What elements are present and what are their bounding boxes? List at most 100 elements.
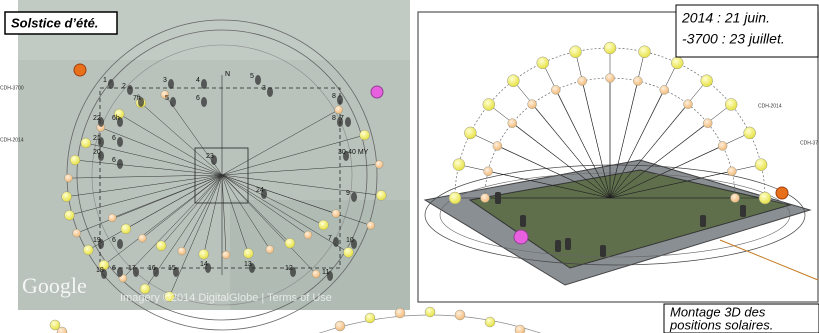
stone	[555, 240, 561, 252]
stone-label: 8	[332, 93, 336, 100]
stone-label: 16	[148, 265, 156, 272]
sun-position	[743, 126, 756, 140]
stone	[333, 237, 339, 247]
sun-position	[343, 247, 354, 258]
sun-position	[424, 306, 436, 318]
stone-label: 6	[112, 135, 116, 142]
stone-label: 10	[346, 237, 354, 244]
sun-position	[69, 154, 81, 166]
stone-label: 2	[122, 83, 126, 90]
north-label: N	[225, 71, 230, 78]
sun-position	[577, 76, 587, 86]
sun-position	[452, 158, 466, 171]
stone-label: 8	[332, 115, 336, 122]
sight-line	[221, 174, 371, 226]
orbit	[439, 172, 791, 258]
sun-position	[56, 326, 68, 333]
stone-label: 1	[103, 77, 107, 84]
sun-position	[82, 244, 94, 256]
stone	[520, 215, 526, 227]
stone	[127, 85, 133, 95]
ring	[76, 29, 368, 321]
stone-label: 15	[168, 265, 176, 272]
stone	[173, 267, 179, 277]
stone	[117, 239, 123, 249]
sun-position	[717, 141, 728, 151]
sun-position	[64, 173, 73, 183]
sun-position	[64, 209, 75, 221]
sight-line	[112, 174, 223, 219]
sun-position	[603, 41, 617, 55]
stone-label: 12	[285, 265, 293, 272]
stone-label: 5	[165, 95, 169, 102]
stone	[600, 245, 606, 257]
stone	[108, 79, 114, 89]
sun-position	[139, 283, 151, 295]
stone-label: 17	[128, 265, 136, 272]
stone-label: 3	[262, 85, 266, 92]
curve-label: CDH-2014	[0, 137, 24, 143]
stone	[351, 239, 357, 249]
ring	[91, 44, 353, 306]
sight-line	[181, 174, 223, 252]
sight-line	[221, 174, 271, 250]
curve-label: CDH-37	[800, 140, 818, 146]
sun-position	[775, 186, 789, 200]
sun-position	[120, 223, 132, 235]
stone-label: 21	[93, 135, 101, 142]
enclosure	[99, 87, 341, 269]
sun-position	[730, 193, 740, 203]
date: -3700 : 23 juillet.	[682, 31, 785, 47]
sun-position	[72, 228, 81, 238]
sight-line	[555, 89, 611, 199]
sun-position	[536, 56, 549, 70]
stone-label: 11	[322, 269, 329, 276]
stone	[249, 263, 255, 273]
sun-position	[448, 191, 462, 205]
sun-position	[513, 229, 529, 245]
sun-position	[507, 74, 520, 87]
stone	[290, 267, 296, 277]
stone	[98, 117, 104, 127]
stone	[261, 189, 267, 199]
stone-label: 30-40 MY	[338, 149, 369, 156]
sight-line	[103, 174, 223, 266]
sun-position	[492, 141, 503, 151]
sun-position	[454, 309, 466, 321]
stone	[337, 95, 343, 105]
sun-position	[318, 219, 329, 231]
sight-line	[609, 122, 708, 199]
stone	[98, 239, 104, 249]
stone-label: 20	[93, 149, 101, 156]
sight-line	[609, 104, 689, 199]
sun-position	[507, 118, 518, 128]
title-box	[4, 11, 118, 35]
stone	[327, 271, 333, 281]
stone	[168, 79, 174, 89]
sun-position	[724, 98, 738, 111]
stone	[351, 192, 357, 202]
stone-label: 3	[163, 77, 167, 84]
stone-label: 22	[93, 115, 101, 122]
caption: positions solaires.	[669, 317, 773, 332]
stone-label: 4	[196, 77, 200, 84]
stone	[138, 97, 144, 107]
sight-line	[581, 80, 611, 199]
stone-label: 7	[328, 235, 332, 242]
stone	[170, 97, 176, 107]
sight-line	[221, 134, 365, 176]
stone	[117, 267, 123, 277]
sight-line	[221, 174, 317, 275]
sun-position	[177, 246, 187, 256]
sun-position	[73, 63, 87, 77]
sight-line	[609, 145, 723, 199]
stone	[740, 205, 746, 217]
stone	[565, 238, 571, 250]
view3d: CDH-2014 CDH-37	[423, 41, 818, 286]
stone-label: 19	[93, 237, 101, 244]
sun-position	[527, 99, 537, 109]
sight-line	[512, 122, 611, 199]
stone	[98, 137, 104, 147]
sight-line	[100, 127, 223, 176]
